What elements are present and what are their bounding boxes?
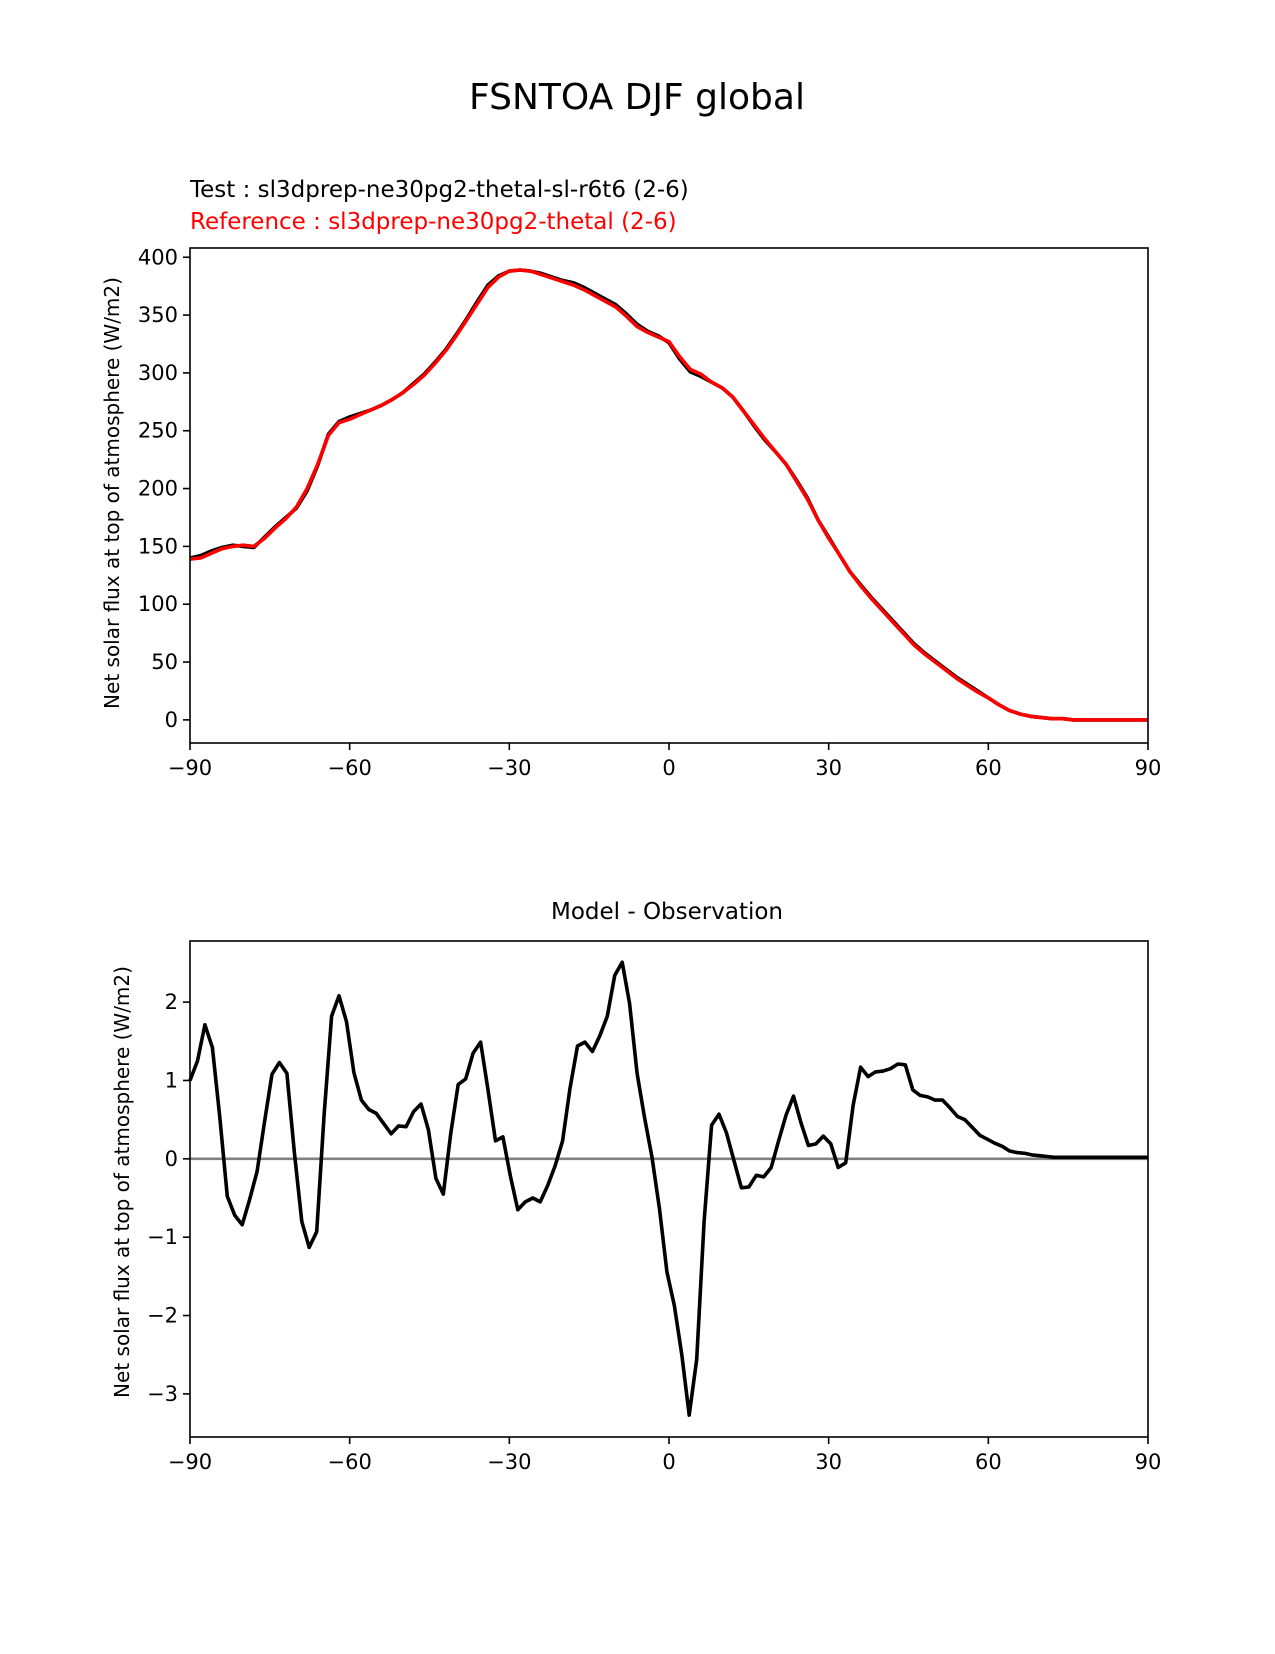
y-tick-label: 400 xyxy=(138,245,178,269)
y-tick-label: 0 xyxy=(165,1147,178,1171)
figure-title: FSNTOA DJF global xyxy=(469,77,805,118)
reference-label: Reference : sl3dprep-ne30pg2-thetal (2-6… xyxy=(190,209,677,235)
y-tick-label: 300 xyxy=(138,361,178,385)
x-tick-label: 30 xyxy=(815,1450,842,1474)
x-tick-label: 0 xyxy=(662,1450,675,1474)
y-tick-label: −1 xyxy=(147,1225,178,1249)
y-tick-label: 50 xyxy=(151,650,178,674)
plot-frame xyxy=(189,247,1149,744)
series-line-reference xyxy=(189,268,1148,722)
x-tick-label: 30 xyxy=(815,756,842,780)
x-tick-label: −30 xyxy=(487,1450,531,1474)
bottom-title: Model - Observation xyxy=(551,899,783,925)
test-label: Test : sl3dprep-ne30pg2-thetal-sl-r6t6 (… xyxy=(189,177,689,203)
y-tick-label: 150 xyxy=(138,534,178,558)
x-tick-label: 0 xyxy=(662,756,675,780)
x-tick-label: 60 xyxy=(975,756,1002,780)
y-tick-label: 2 xyxy=(165,990,178,1014)
x-tick-label: 90 xyxy=(1135,1450,1162,1474)
x-tick-label: −90 xyxy=(168,756,212,780)
y-tick-label: −3 xyxy=(147,1382,178,1406)
y-tick-label: 0 xyxy=(165,708,178,732)
x-tick-label: 90 xyxy=(1135,756,1162,780)
x-tick-label: 60 xyxy=(975,1450,1002,1474)
y-tick-label: 1 xyxy=(165,1068,178,1092)
x-tick-label: −60 xyxy=(328,1450,372,1474)
x-tick-label: −30 xyxy=(487,756,531,780)
top-ylabel: Net solar flux at top of atmosphere (W/m… xyxy=(100,277,124,709)
y-tick-label: 100 xyxy=(138,592,178,616)
bottom-ylabel: Net solar flux at top of atmosphere (W/m… xyxy=(110,966,134,1398)
y-tick-label: 350 xyxy=(138,303,178,327)
x-tick-label: −60 xyxy=(328,756,372,780)
top-plot-area: −90 −60 −30 0 30 60 90 0 50 100 150 200 250 300 350 400 xyxy=(138,245,1161,780)
bottom-plot-area: −90 −60 −30 0 30 60 90 −3 −2 −1 0 1 2 xyxy=(147,940,1162,1474)
y-tick-label: 250 xyxy=(138,419,178,443)
series-line-test xyxy=(189,268,1148,722)
y-tick-label: −2 xyxy=(147,1304,178,1328)
series-line-difference xyxy=(188,960,1148,1417)
y-tick-label: 200 xyxy=(138,477,178,501)
x-tick-label: −90 xyxy=(168,1450,212,1474)
